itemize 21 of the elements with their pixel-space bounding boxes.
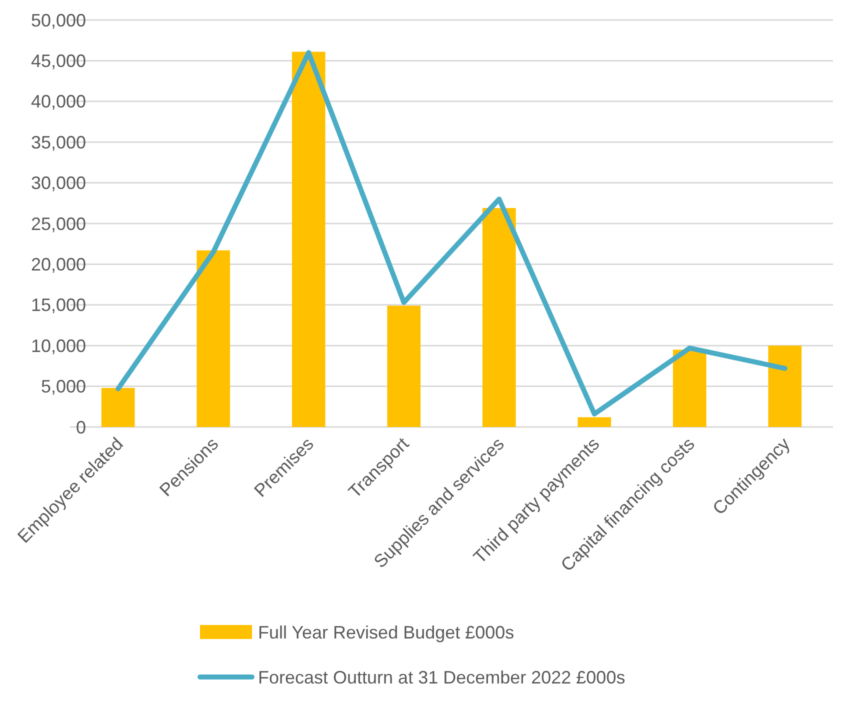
bar [672,350,706,427]
bar [482,208,516,427]
bar [578,417,612,427]
legend-label: Forecast Outturn at 31 December 2022 £000s [258,667,626,688]
y-tick-label: 50,000 [30,10,86,30]
y-tick-label: 35,000 [30,132,86,152]
bar [196,250,230,427]
y-tick-label: 25,000 [30,214,86,234]
y-tick-label: 40,000 [30,92,86,112]
y-tick-label: 30,000 [30,173,86,194]
y-tick-label: 45,000 [30,51,86,71]
y-tick-label: 5,000 [40,376,86,397]
y-tick-label: 20,000 [30,254,86,274]
y-tick-label: 0 [76,417,86,438]
bar [387,306,421,427]
bar [101,388,135,427]
bar [768,346,802,427]
y-tick-label: 15,000 [30,295,86,316]
y-tick-label: 10,000 [30,336,86,356]
legend-label: Full Year Revised Budget £000s [258,622,514,642]
bar [292,52,326,427]
